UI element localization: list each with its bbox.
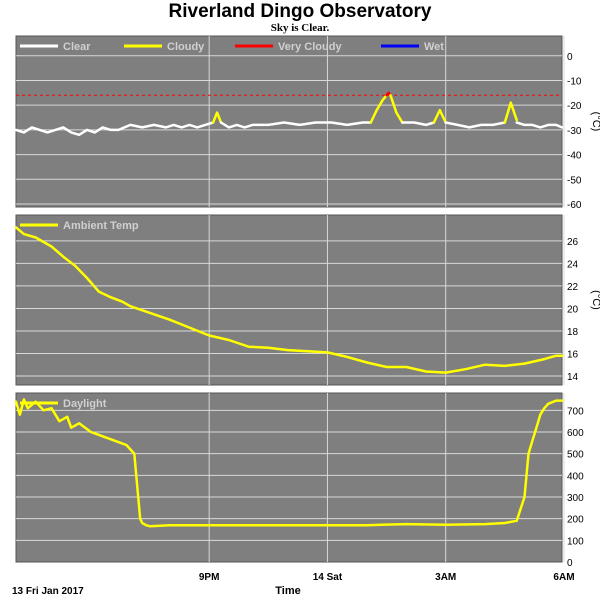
ytick-daylight-4: 400 bbox=[567, 471, 584, 482]
panel-sky bbox=[15, 35, 563, 208]
series-daylight-0 bbox=[14, 398, 564, 528]
series-sky-0 bbox=[14, 121, 215, 137]
ylabel-ambient: (°C) bbox=[590, 290, 600, 310]
series-sky-9 bbox=[503, 101, 518, 124]
series-sky-1 bbox=[211, 111, 223, 124]
ytick-daylight-3: 300 bbox=[567, 493, 584, 504]
series-sky-7 bbox=[432, 108, 447, 124]
ytick-sky-1: -10 bbox=[567, 76, 582, 87]
legend-label-sky-3: Wet bbox=[424, 41, 444, 53]
panel-daylight bbox=[15, 392, 563, 563]
ytick-daylight-6: 600 bbox=[567, 428, 584, 439]
legend-label-sky-1: Cloudy bbox=[167, 41, 205, 53]
ytick-ambient-0: 14 bbox=[567, 372, 579, 383]
ytick-ambient-1: 16 bbox=[567, 349, 579, 360]
series-ambient-0 bbox=[14, 226, 564, 374]
ylabel-sky: (°C) bbox=[590, 112, 600, 132]
page-title: Riverland Dingo Observatory bbox=[168, 1, 432, 22]
ytick-daylight-7: 700 bbox=[567, 406, 584, 417]
series-sky-5 bbox=[389, 94, 404, 124]
series-sky-3 bbox=[369, 94, 388, 124]
ytick-sky-3: -30 bbox=[567, 126, 582, 137]
ytick-sky-6: -60 bbox=[567, 200, 582, 211]
ytick-ambient-6: 26 bbox=[567, 237, 579, 248]
ytick-ambient-3: 20 bbox=[567, 304, 579, 315]
legend-label-ambient-0: Ambient Temp bbox=[63, 220, 139, 232]
legend-label-sky-2: Very Cloudy bbox=[278, 41, 342, 53]
ytick-daylight-2: 200 bbox=[567, 515, 584, 526]
xtick-label-3: 6AM bbox=[553, 572, 574, 583]
xtick-label-2: 3AM bbox=[435, 572, 456, 583]
ytick-sky-2: -20 bbox=[567, 101, 582, 112]
x-axis-label: Time bbox=[275, 585, 300, 597]
sky-status-subtitle: Sky is Clear. bbox=[270, 22, 330, 34]
legend-label-daylight-0: Daylight bbox=[63, 398, 107, 410]
xtick-label-0: 9PM bbox=[199, 572, 220, 583]
series-sky-10 bbox=[515, 121, 564, 129]
start-date-label: 13 Fri Jan 2017 bbox=[12, 586, 84, 597]
ytick-daylight-1: 100 bbox=[567, 536, 584, 547]
ytick-ambient-2: 18 bbox=[567, 327, 579, 338]
ytick-sky-5: -50 bbox=[567, 175, 582, 186]
legend-label-sky-0: Clear bbox=[63, 41, 91, 53]
ytick-ambient-4: 22 bbox=[567, 282, 579, 293]
panel-ambient bbox=[15, 214, 563, 386]
ytick-daylight-0: 0 bbox=[567, 558, 573, 569]
ytick-sky-0: 0 bbox=[567, 52, 573, 63]
xtick-label-1: 14 Sat bbox=[313, 572, 343, 583]
series-sky-2 bbox=[219, 121, 373, 129]
ytick-sky-4: -40 bbox=[567, 151, 582, 162]
series-sky-6 bbox=[401, 121, 436, 127]
ytick-ambient-5: 24 bbox=[567, 259, 579, 270]
series-sky-8 bbox=[444, 121, 507, 129]
ytick-daylight-5: 500 bbox=[567, 450, 584, 461]
